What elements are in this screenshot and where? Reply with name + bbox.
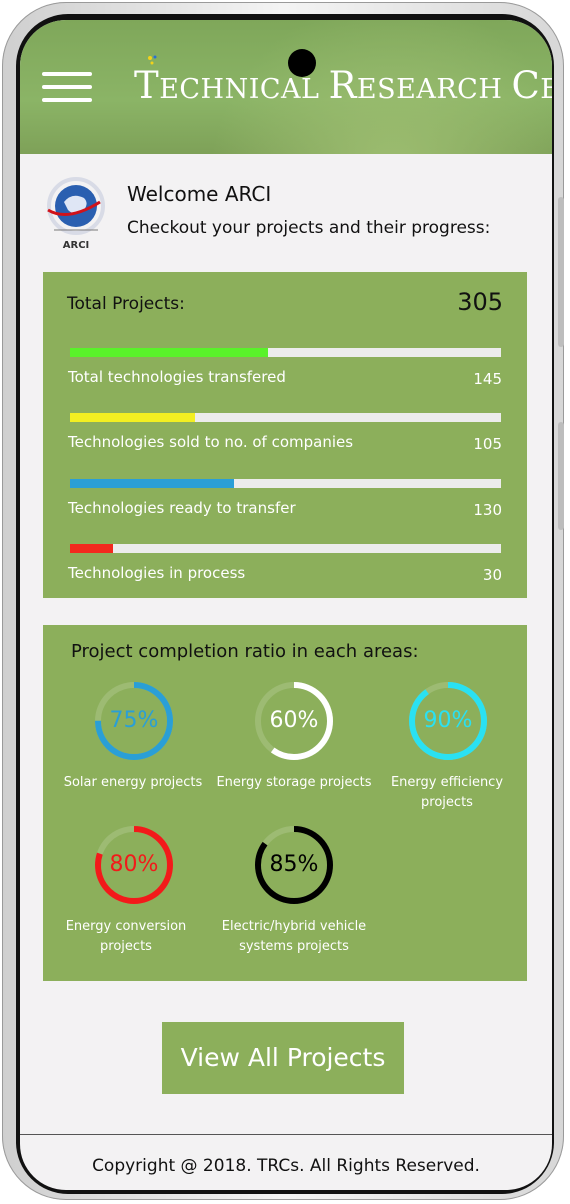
app-title: Technical Research Centre: [134, 64, 552, 107]
sparkle-icon: [148, 55, 157, 65]
stat-value: 105: [473, 435, 502, 453]
app-header: Technical Research Centre: [20, 20, 552, 154]
progress-fill: [70, 348, 269, 357]
copyright-text: Copyright @ 2018. TRCs. All Rights Reser…: [92, 1156, 480, 1176]
welcome-subtitle: Checkout your projects and their progres…: [127, 218, 491, 238]
area-caption: Solar energy projects: [63, 775, 203, 790]
progress-fill: [70, 413, 195, 422]
progress-bar: [70, 348, 501, 357]
stat-label: Technologies in process: [68, 564, 246, 582]
progress-fill: [70, 544, 114, 553]
progress-ring: 75%: [90, 677, 178, 765]
welcome-title: Welcome ARCI: [127, 182, 272, 206]
app-screen: Technical Research Centre ARCI Welcome A…: [20, 20, 552, 1190]
arci-logo: ARCI: [47, 177, 105, 251]
progress-ring: 85%: [250, 821, 338, 909]
area-caption: Energy efficiency projects: [390, 775, 504, 810]
stat-value: 145: [473, 370, 502, 388]
ring-percent: 60%: [269, 708, 319, 733]
volume-button: [558, 197, 564, 347]
welcome-section: ARCI Welcome ARCI Checkout your projects…: [42, 172, 532, 262]
camera-icon: [288, 49, 316, 77]
stat-label: Total technologies transfered: [68, 368, 286, 386]
ring-percent: 90%: [423, 708, 473, 733]
progress-ring: 80%: [90, 821, 178, 909]
areas-card: Project completion ratio in each areas: …: [43, 625, 527, 981]
areas-title: Project completion ratio in each areas:: [71, 641, 419, 662]
progress-ring: 90%: [404, 677, 492, 765]
power-button: [558, 422, 564, 530]
area-caption: Energy conversion projects: [65, 919, 187, 954]
ring-percent: 80%: [109, 852, 159, 877]
area-caption: Energy storage projects: [216, 775, 372, 790]
progress-fill: [70, 479, 234, 488]
stat-value: 130: [473, 501, 502, 519]
stat-label: Technologies ready to transfer: [68, 499, 296, 517]
footer-divider: [20, 1134, 552, 1135]
ring-percent: 75%: [109, 708, 159, 733]
svg-text:ARCI: ARCI: [63, 240, 90, 251]
stat-value: 30: [482, 566, 502, 584]
summary-card: Total Projects: 305 Total technologies t…: [43, 272, 527, 598]
hamburger-icon[interactable]: [42, 72, 94, 102]
progress-bar: [70, 413, 501, 422]
progress-bar: [70, 479, 501, 488]
total-projects-label: Total Projects:: [67, 294, 185, 314]
progress-ring: 60%: [250, 677, 338, 765]
stat-label: Technologies sold to no. of companies: [68, 433, 354, 451]
view-all-projects-button[interactable]: View All Projects: [162, 1022, 404, 1094]
total-projects-value: 305: [457, 288, 503, 316]
progress-bar: [70, 544, 501, 553]
ring-percent: 85%: [269, 852, 319, 877]
area-caption: Electric/hybrid vehicle systems projects: [221, 919, 367, 954]
